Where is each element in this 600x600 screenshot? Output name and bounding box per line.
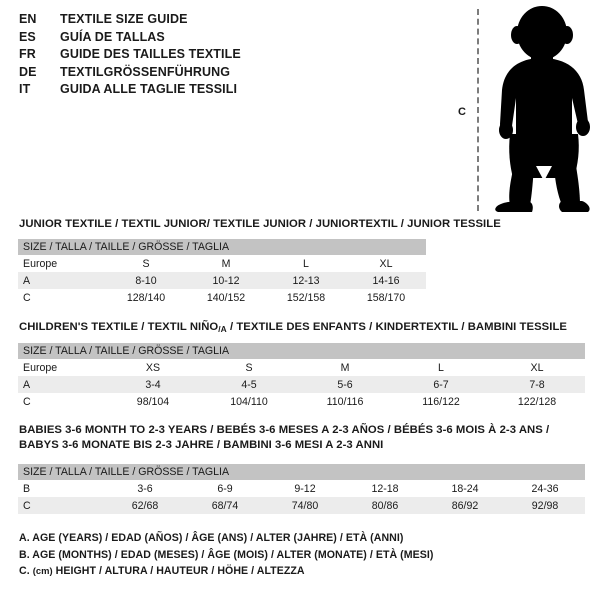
language-code-fr: FR [19,47,36,62]
junior-size-table: SIZE / TALLA / TAILLE / GRÖSSE / TAGLIA … [18,239,427,306]
legend-line-c: C. (cm) HEIGHT / ALTURA / HAUTEUR / HÖHE… [19,563,579,580]
junior-row-label-c: C [18,289,106,306]
language-row-it: IT GUIDA ALLE TAGLIE TESSILI [19,82,439,100]
children-c-cell-2: 110/116 [297,393,393,410]
children-europe-cell-3: L [393,359,489,376]
height-dashed-line [477,9,479,211]
junior-row-label-a: A [18,272,106,289]
children-europe-cell-0: XS [105,359,201,376]
legend-line-b: B. AGE (MONTHS) / EDAD (MESES) / ÂGE (MO… [19,548,434,561]
junior-a-cell-1: 10-12 [186,272,266,289]
junior-a-cell-2: 12-13 [266,272,346,289]
babies-table-header-row: SIZE / TALLA / TAILLE / GRÖSSE / TAGLIA [18,464,586,480]
junior-size-header-label: SIZE / TALLA / TAILLE / GRÖSSE / TAGLIA [18,239,427,255]
junior-table-header-row: SIZE / TALLA / TAILLE / GRÖSSE / TAGLIA [18,239,427,255]
junior-a-cell-0: 8-10 [106,272,186,289]
junior-c-cell-0: 128/140 [106,289,186,306]
children-a-cell-2: 5-6 [297,376,393,393]
language-row-fr: FR GUIDE DES TAILLES TEXTILE [19,47,439,65]
babies-b-cell-4: 18-24 [425,480,505,497]
children-heading-sub: /A [218,323,227,334]
children-europe-cell-2: M [297,359,393,376]
children-row-europe: Europe XS S M L XL [18,359,586,376]
language-code-en: EN [19,12,37,26]
children-row-a: A 3-4 4-5 5-6 6-7 7-8 [18,376,586,393]
babies-b-cell-1: 6-9 [185,480,265,497]
language-row-de: DE TEXTILGRÖSSENFÜHRUNG [19,65,439,83]
language-code-it: IT [19,82,31,97]
babies-row-b: B 3-6 6-9 9-12 12-18 18-24 24-36 [18,480,586,497]
children-row-label-c: C [18,393,105,410]
children-a-cell-1: 4-5 [201,376,297,393]
height-measure-label: C [458,106,466,118]
legend-c-prefix: C. [19,565,33,578]
children-table-header-row: SIZE / TALLA / TAILLE / GRÖSSE / TAGLIA [18,343,586,359]
junior-c-cell-1: 140/152 [186,289,266,306]
language-title-de: TEXTILGRÖSSENFÜHRUNG [60,64,231,79]
babies-c-cell-4: 86/92 [425,497,505,514]
children-size-header-label: SIZE / TALLA / TAILLE / GRÖSSE / TAGLIA [18,343,586,359]
language-header-block: EN TEXTILE SIZE GUIDE ES GUÍA DE TALLAS … [19,12,439,100]
legend-block: A. AGE (YEARS) / EDAD (AÑOS) / ÂGE (ANS)… [19,530,579,580]
junior-europe-cell-2: L [266,255,346,272]
babies-c-cell-5: 92/98 [505,497,586,514]
babies-b-cell-2: 9-12 [265,480,345,497]
babies-b-cell-3: 12-18 [345,480,425,497]
babies-size-table: SIZE / TALLA / TAILLE / GRÖSSE / TAGLIA … [18,464,586,514]
junior-row-c: C 128/140 140/152 152/158 158/170 [18,289,427,306]
babies-b-cell-0: 3-6 [105,480,185,497]
babies-section-heading-line1: BABIES 3-6 MONTH TO 2-3 YEARS / BEBÉS 3-… [19,424,550,436]
babies-size-header-label: SIZE / TALLA / TAILLE / GRÖSSE / TAGLIA [18,464,586,480]
babies-row-c: C 62/68 68/74 74/80 80/86 86/92 92/98 [18,497,586,514]
children-europe-cell-4: XL [489,359,586,376]
language-title-en: TEXTILE SIZE GUIDE [60,12,188,26]
language-row-en: EN TEXTILE SIZE GUIDE [19,12,439,30]
junior-c-cell-3: 158/170 [346,289,427,306]
junior-section-heading: JUNIOR TEXTILE / TEXTIL JUNIOR/ TEXTILE … [19,218,501,230]
junior-c-cell-2: 152/158 [266,289,346,306]
junior-row-europe: Europe S M L XL [18,255,427,272]
children-heading-post: / TEXTILE DES ENFANTS / KINDERTEXTIL / B… [226,321,567,333]
children-a-cell-0: 3-4 [105,376,201,393]
babies-c-cell-3: 80/86 [345,497,425,514]
children-c-cell-1: 104/110 [201,393,297,410]
legend-c-unit: (cm) [32,565,53,577]
junior-europe-cell-1: M [186,255,266,272]
babies-row-label-b: B [18,480,105,497]
language-code-de: DE [19,64,37,79]
children-size-table: SIZE / TALLA / TAILLE / GRÖSSE / TAGLIA … [18,343,586,410]
legend-c-rest: HEIGHT / ALTURA / HAUTEUR / HÖHE / ALTEZ… [52,565,305,578]
children-europe-cell-1: S [201,359,297,376]
junior-europe-cell-3: XL [346,255,427,272]
language-title-it: GUIDA ALLE TAGLIE TESSILI [60,82,238,97]
language-title-es: GUÍA DE TALLAS [60,29,165,44]
junior-a-cell-3: 14-16 [346,272,427,289]
children-a-cell-3: 6-7 [393,376,489,393]
legend-line-a: A. AGE (YEARS) / EDAD (AÑOS) / ÂGE (ANS)… [19,532,404,544]
babies-section-heading-line2: BABYS 3-6 MONATE BIS 2-3 JAHRE / BAMBINI… [19,439,384,451]
children-c-cell-4: 122/128 [489,393,586,410]
language-title-fr: GUIDE DES TAILLES TEXTILE [60,47,241,62]
children-c-cell-0: 98/104 [105,393,201,410]
babies-c-cell-2: 74/80 [265,497,345,514]
junior-europe-cell-0: S [106,255,186,272]
children-row-label-europe: Europe [18,359,105,376]
children-row-c: C 98/104 104/110 110/116 116/122 122/128 [18,393,586,410]
language-code-es: ES [19,29,36,44]
children-row-label-a: A [18,376,105,393]
language-row-es: ES GUÍA DE TALLAS [19,30,439,48]
junior-row-label-europe: Europe [18,255,106,272]
toddler-silhouette-icon [495,6,590,212]
children-section-heading: CHILDREN'S TEXTILE / TEXTIL NIÑO/A / TEX… [19,320,567,337]
children-a-cell-4: 7-8 [489,376,586,393]
children-heading-pre: CHILDREN'S TEXTILE / TEXTIL NIÑO [19,321,219,333]
babies-c-cell-1: 68/74 [185,497,265,514]
children-c-cell-3: 116/122 [393,393,489,410]
babies-b-cell-5: 24-36 [505,480,586,497]
babies-row-label-c: C [18,497,105,514]
babies-c-cell-0: 62/68 [105,497,185,514]
height-measurement-figure: C [440,6,600,214]
junior-row-a: A 8-10 10-12 12-13 14-16 [18,272,427,289]
